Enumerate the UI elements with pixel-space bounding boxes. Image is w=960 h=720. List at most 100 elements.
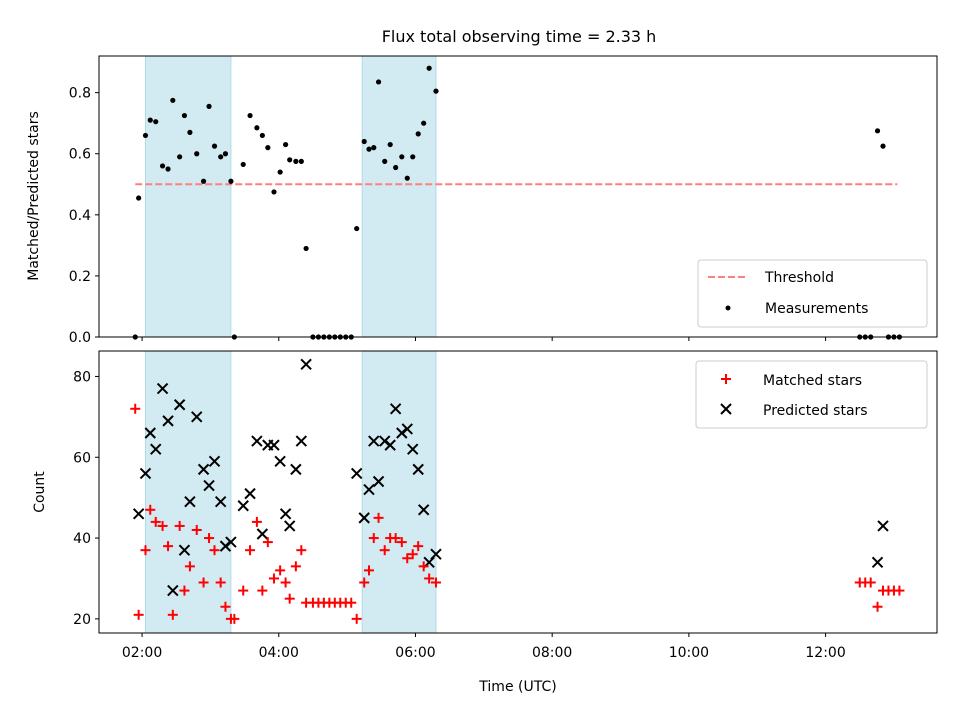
- matched-point: [163, 541, 174, 552]
- matched-point: [418, 561, 429, 572]
- matched-point: [284, 593, 295, 604]
- measurement-point: [142, 132, 149, 139]
- measurement-point: [387, 141, 393, 148]
- measurement-point: [287, 157, 293, 163]
- legend-measurements-swatch: [725, 305, 731, 311]
- predicted-point: [295, 435, 308, 447]
- predicted-point: [407, 443, 419, 455]
- predicted-point: [139, 467, 152, 480]
- predicted-point: [268, 439, 280, 451]
- measurement-point: [222, 151, 229, 157]
- measurement-point: [228, 178, 234, 184]
- measurement-point: [181, 112, 188, 119]
- matched-point: [130, 403, 141, 414]
- predicted-point: [197, 463, 210, 476]
- measurement-point: [393, 164, 399, 171]
- predicted-point: [244, 487, 256, 500]
- matched-point: [229, 613, 240, 624]
- matched-point: [150, 516, 161, 527]
- top-axes-frame: [98, 55, 938, 338]
- measurement-point: [421, 120, 427, 126]
- matched-point: [430, 577, 441, 588]
- top-y-axis-ticks: 0.0 0.2 0.4 0.6 0.8: [69, 86, 99, 346]
- bottom-axes-frame: [98, 350, 938, 634]
- matched-point: [424, 573, 435, 584]
- bottom-x-axis-ticks: 02:00 04:00 06:00 08:00 10:00 12:00: [122, 633, 846, 661]
- predicted-point: [162, 415, 174, 427]
- matched-point: [245, 545, 256, 556]
- measurement-point: [147, 117, 153, 123]
- predicted-point: [372, 475, 385, 488]
- matched-point: [390, 533, 401, 544]
- y-tick-label: 0.4: [69, 208, 91, 224]
- measurement-point: [254, 125, 260, 131]
- matched-point: [290, 561, 301, 572]
- matched-point: [238, 585, 249, 596]
- x-tick-label: 02:00: [122, 645, 162, 661]
- predicted-point: [396, 427, 408, 439]
- legend-matched-label: Matched stars: [763, 373, 862, 389]
- shaded-interval: [361, 350, 437, 634]
- measurement-point: [177, 154, 183, 160]
- matched-point: [204, 533, 215, 544]
- shaded-interval: [144, 350, 232, 634]
- matched-point: [145, 504, 156, 515]
- predicted-point: [300, 358, 312, 371]
- x-tick-label: 12:00: [805, 645, 845, 661]
- measurement-point: [303, 245, 309, 252]
- predicted-point: [214, 495, 227, 508]
- matched-point: [373, 512, 384, 523]
- predicted-point: [363, 483, 375, 496]
- predicted-point: [173, 399, 186, 411]
- matched-point: [359, 577, 370, 588]
- predicted-point: [237, 500, 249, 512]
- y-tick-label: 0.6: [69, 147, 91, 163]
- shaded-interval: [361, 55, 437, 338]
- measurement-point: [874, 128, 881, 134]
- y-tick-label: 0.2: [69, 269, 91, 285]
- measurement-point: [366, 146, 372, 152]
- x-tick-label: 04:00: [259, 645, 299, 661]
- matched-point: [865, 577, 876, 588]
- matched-point: [179, 585, 190, 596]
- measurement-point: [410, 154, 416, 160]
- measurement-point: [211, 143, 218, 149]
- predicted-point: [350, 467, 363, 480]
- measurement-point: [153, 119, 159, 125]
- predicted-point: [203, 479, 215, 492]
- top-y-axis-label: Matched/Predicted stars: [26, 111, 42, 281]
- y-tick-label: 20: [73, 612, 91, 628]
- matched-point: [894, 585, 905, 596]
- predicted-point: [274, 455, 286, 468]
- measurement-point: [361, 138, 367, 145]
- matched-point: [346, 597, 357, 608]
- legend-predicted-label: Predicted stars: [763, 403, 868, 419]
- measurement-point: [426, 65, 432, 71]
- matched-point: [407, 549, 418, 560]
- matched-point: [184, 561, 195, 572]
- y-tick-label: 0.0: [69, 330, 91, 346]
- predicted-point: [225, 536, 237, 548]
- chart-title: Flux total observing time = 2.33 h: [382, 27, 657, 46]
- count-series: [130, 358, 905, 624]
- predicted-point: [368, 435, 380, 447]
- shaded-interval: [144, 55, 232, 338]
- measurement-point: [880, 143, 886, 149]
- matched-point: [268, 573, 279, 584]
- predicted-point: [184, 495, 196, 508]
- bottom-y-axis-ticks: 20 40 60 80: [73, 369, 99, 628]
- measurement-point: [159, 163, 166, 169]
- predicted-point: [401, 423, 413, 435]
- predicted-point: [358, 512, 370, 524]
- measurement-point: [170, 97, 176, 103]
- x-tick-label: 10:00: [669, 645, 709, 661]
- bottom-legend: Matched stars Predicted stars: [695, 360, 928, 429]
- matched-point: [363, 565, 374, 576]
- measurement-point: [283, 141, 289, 148]
- top-legend: Threshold Measurements: [697, 259, 928, 328]
- matched-point: [191, 524, 202, 535]
- matched-point: [257, 585, 268, 596]
- matched-point: [379, 545, 390, 556]
- measurement-point: [404, 175, 410, 181]
- measurement-point: [247, 112, 253, 119]
